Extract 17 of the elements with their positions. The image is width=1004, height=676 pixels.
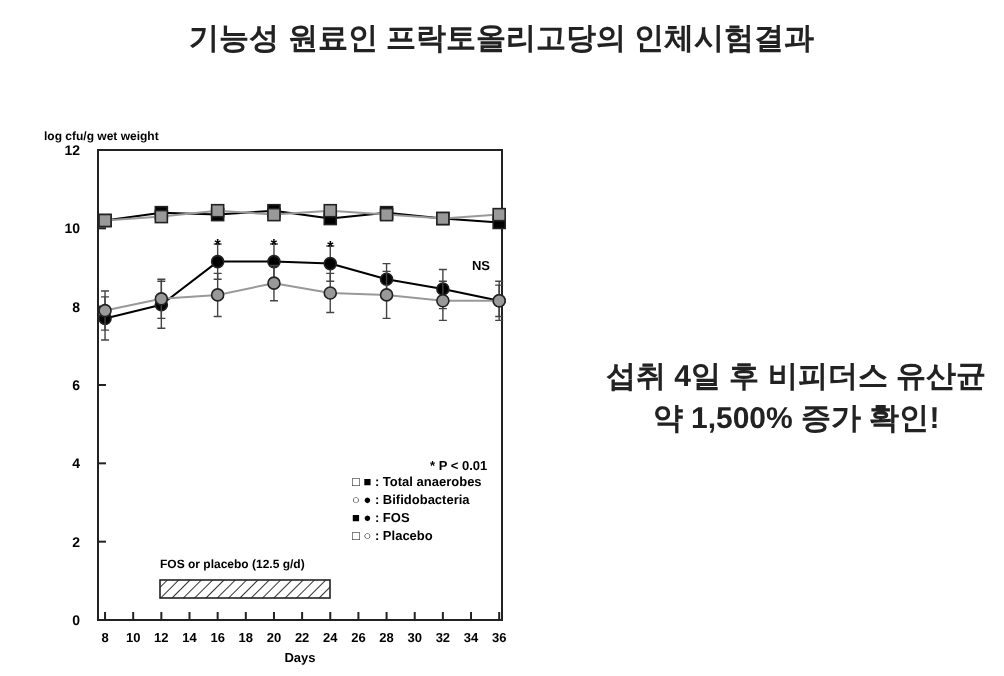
point (210, 254, 225, 269)
point (323, 203, 338, 218)
point (267, 276, 281, 290)
point (154, 292, 169, 306)
chart-title: 기능성 원료인 프락토올리고당의 인체시험결과 (189, 22, 815, 56)
point (492, 207, 506, 222)
point (98, 303, 112, 318)
text: 섭취 4일 후 비피더스 유산균 (605, 360, 987, 394)
annotation: * (327, 237, 336, 256)
point (323, 286, 338, 300)
text: 약 1,500% 증가 확인! (652, 402, 940, 436)
point (323, 256, 338, 271)
point (210, 288, 225, 302)
annotation: * (270, 236, 279, 254)
annotation: * (214, 236, 223, 254)
point (379, 288, 394, 302)
point (436, 293, 450, 308)
